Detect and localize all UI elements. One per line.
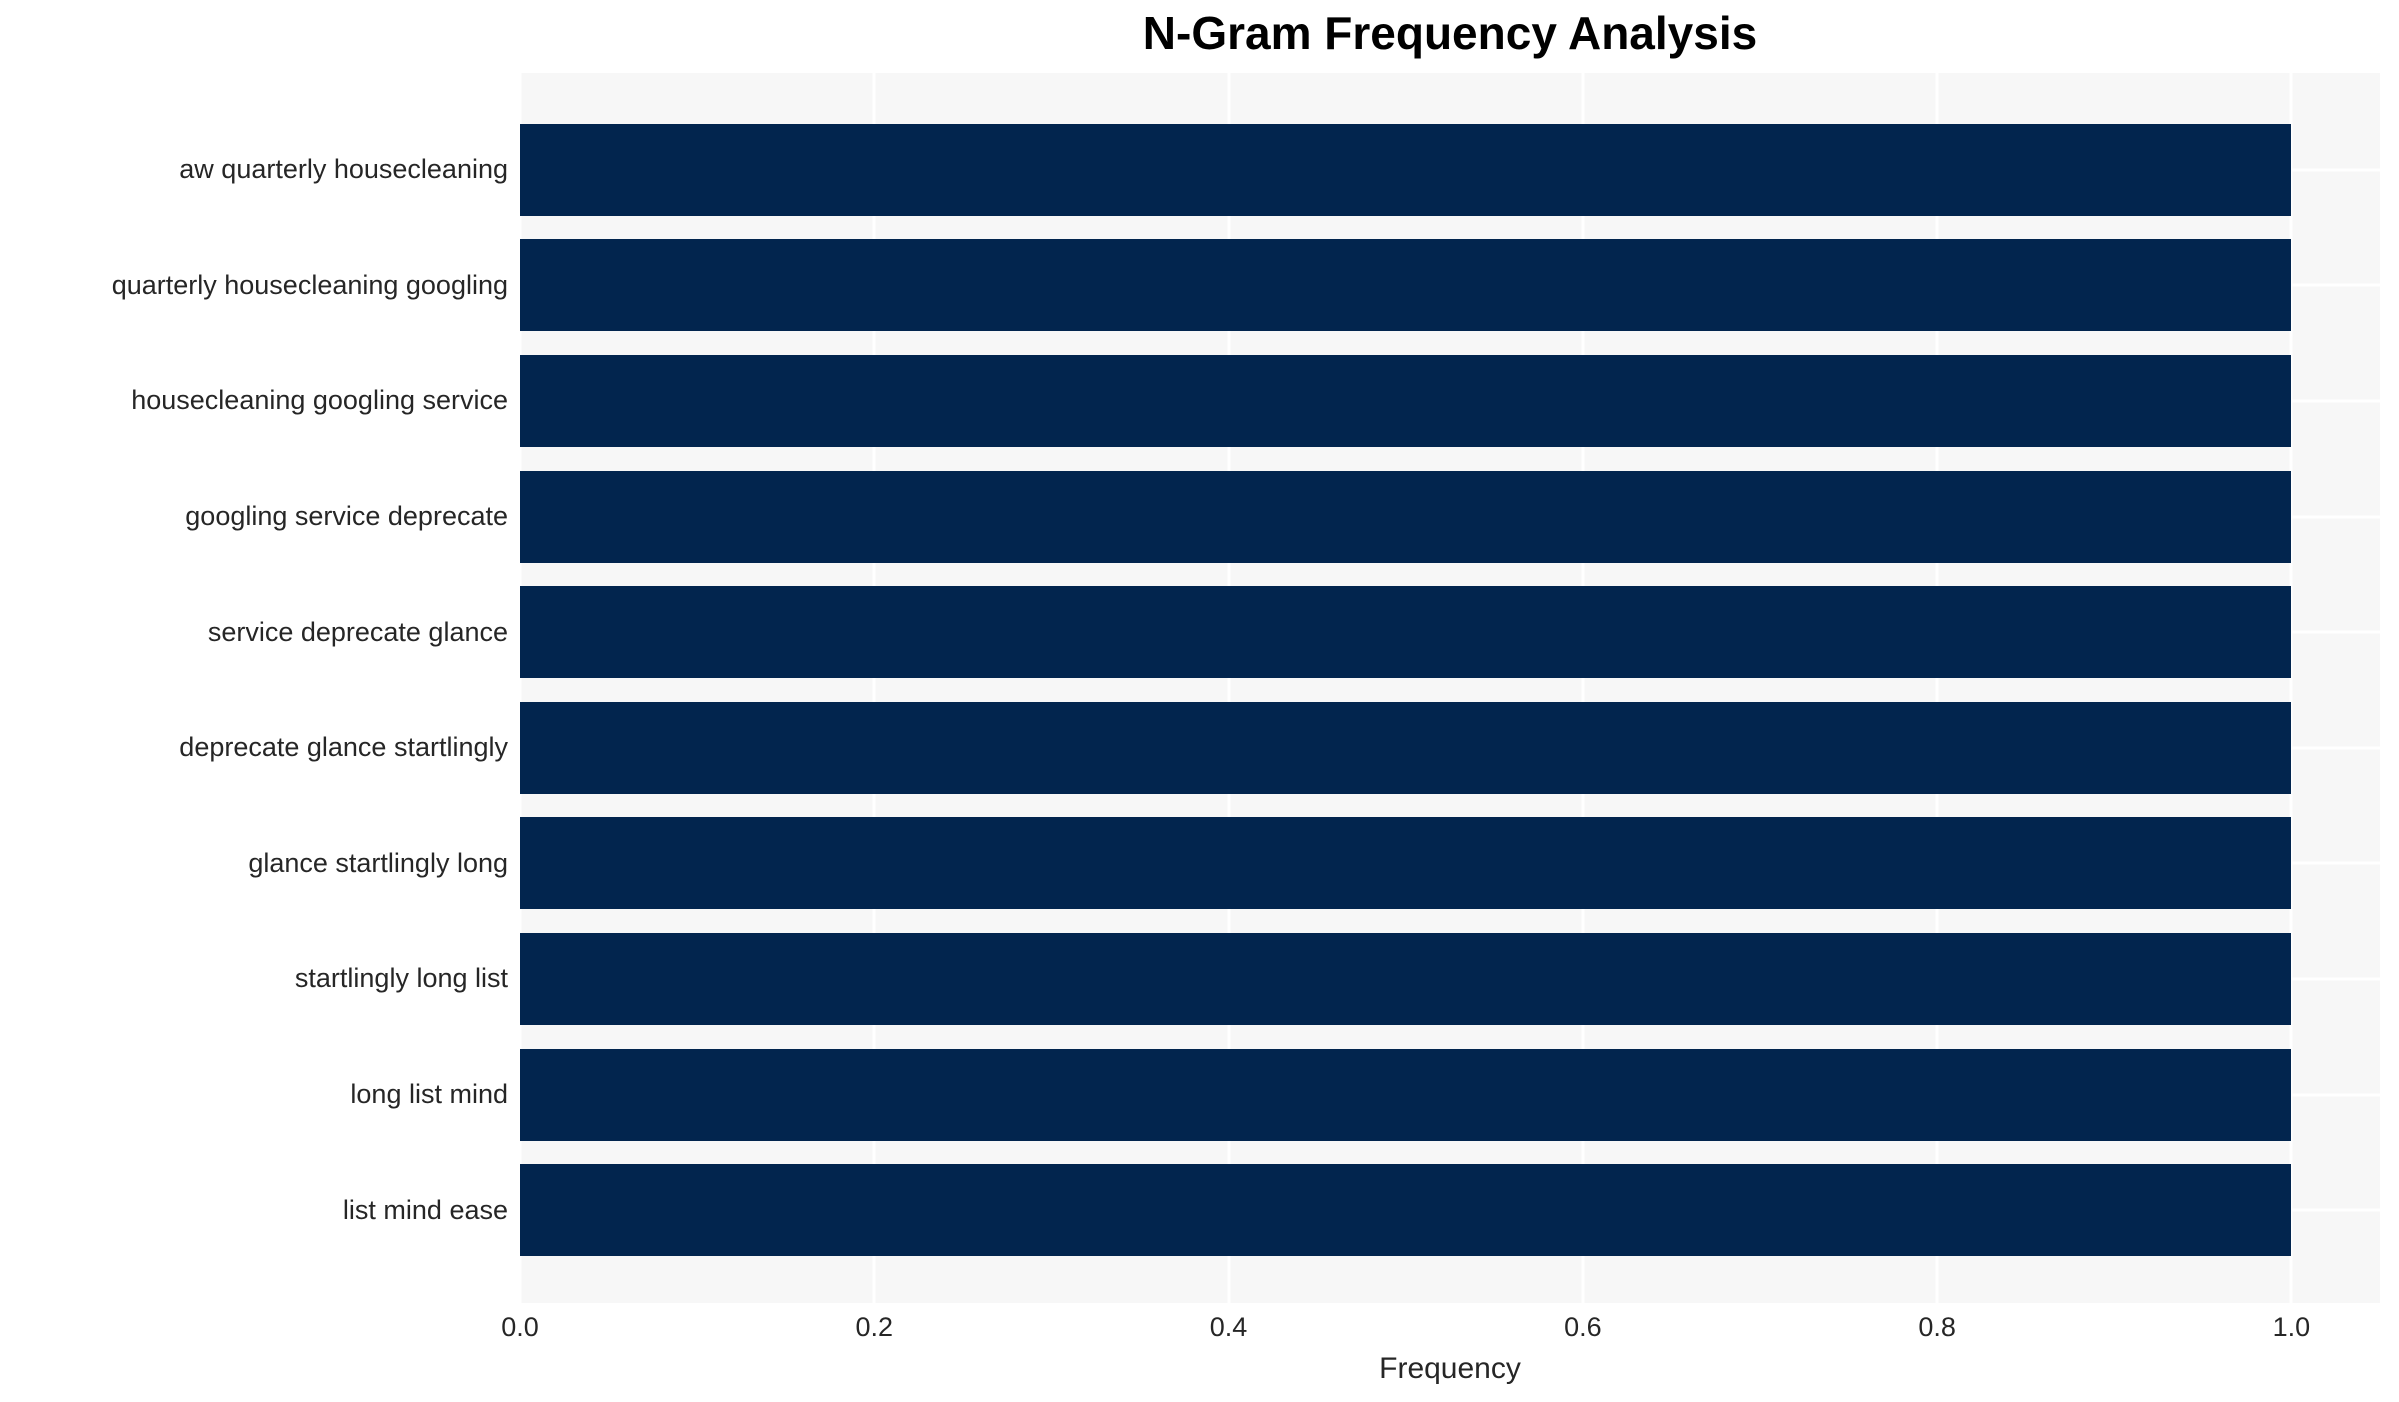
gridline-vertical — [1581, 73, 1585, 1303]
bar — [520, 701, 2292, 794]
y-axis-label: list mind ease — [342, 1194, 508, 1225]
bar — [520, 354, 2292, 447]
bar — [520, 239, 2292, 332]
bar-row — [520, 343, 2380, 459]
y-axis-label: quarterly housecleaning googling — [111, 269, 508, 300]
bar-row — [520, 228, 2380, 344]
plot-area — [518, 73, 2380, 1303]
y-axis-label: startlingly long list — [294, 963, 508, 994]
bar-row — [520, 690, 2380, 806]
gridline-vertical — [1935, 73, 1939, 1303]
y-axis-label: glance startlingly long — [248, 847, 508, 878]
bar-row — [520, 574, 2380, 690]
x-axis-title: Frequency — [1379, 1352, 1521, 1385]
bar-row — [520, 459, 2380, 575]
x-tick-label: 1.0 — [2272, 1312, 2311, 1342]
x-tick-label: 0.2 — [855, 1312, 894, 1342]
bar-row — [520, 1037, 2380, 1153]
bar — [520, 586, 2292, 679]
gridline-vertical — [2289, 73, 2293, 1303]
chart-title: N-Gram Frequency Analysis — [1142, 7, 1758, 59]
bar — [520, 817, 2292, 910]
bar — [520, 932, 2292, 1025]
y-axis-label: housecleaning googling service — [131, 385, 508, 416]
gridline-vertical — [1227, 73, 1231, 1303]
bar — [520, 123, 2292, 216]
x-tick-label: 0.4 — [1209, 1312, 1248, 1342]
x-tick-label: 0.6 — [1564, 1312, 1602, 1342]
bar — [520, 1164, 2292, 1257]
y-axis-label: aw quarterly housecleaning — [179, 154, 508, 185]
bar — [520, 470, 2292, 563]
y-axis-label: googling service deprecate — [185, 501, 508, 532]
bar-row — [520, 806, 2380, 922]
x-axis-ticks: 0.0 0.2 0.4 0.6 0.8 1.0 — [501, 1312, 2380, 1346]
x-tick-label: 0.8 — [1918, 1312, 1956, 1342]
y-axis-labels: aw quarterly housecleaning quarterly hous… — [0, 73, 508, 1303]
bar — [520, 1048, 2292, 1141]
bar-row — [520, 112, 2380, 228]
x-tick-label: 0.0 — [501, 1312, 539, 1342]
bar-row — [520, 921, 2380, 1037]
bar-row — [520, 1152, 2380, 1268]
y-axis-label: service deprecate glance — [207, 616, 508, 647]
gridline-vertical — [872, 73, 876, 1303]
gridline-vertical — [518, 73, 522, 1303]
y-axis-label: deprecate glance startlingly — [179, 732, 508, 763]
y-axis-label: long list mind — [350, 1079, 508, 1110]
bar-rows — [520, 112, 2380, 1268]
